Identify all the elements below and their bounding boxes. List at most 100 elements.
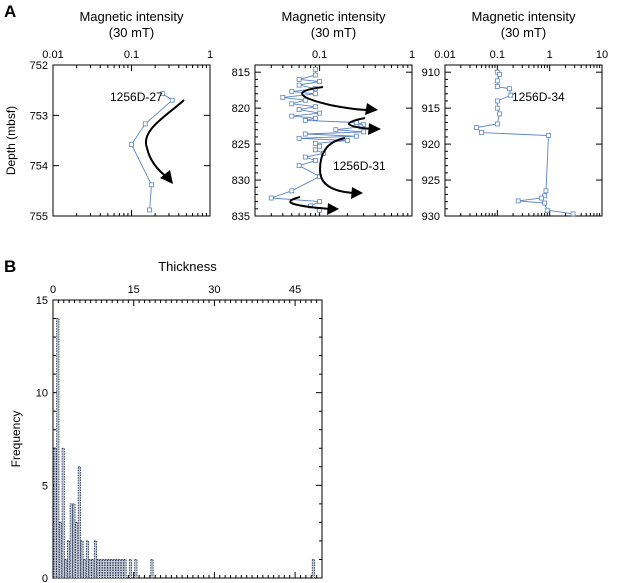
y-tick-label: 910 [422, 67, 440, 79]
x-tick-label: 30 [208, 284, 220, 296]
histogram-bar [88, 559, 92, 579]
histogram-bar [150, 559, 154, 579]
hole-label: 1256D-34 [512, 90, 565, 104]
x-tick-label: 45 [289, 284, 301, 296]
y-tick-label: 920 [422, 139, 440, 151]
histogram-bar [311, 559, 315, 579]
data-point [312, 140, 318, 146]
data-point [312, 72, 318, 78]
data-point [312, 158, 318, 164]
chart-title-line-1: Magnetic intensity [471, 9, 576, 24]
data-point [570, 211, 576, 217]
data-point [289, 113, 295, 119]
x-tick-label: 1 [207, 49, 213, 61]
x-tick-label: 1 [409, 49, 415, 61]
data-point [317, 199, 322, 205]
data-point [268, 195, 274, 201]
data-point [542, 200, 547, 206]
y-tick-label: 752 [30, 60, 48, 72]
x-tick-label: 0.1 [312, 49, 327, 61]
histogram-bar [83, 559, 87, 579]
histogram-bar [120, 559, 124, 579]
histogram-bar [93, 540, 98, 579]
data-point [494, 84, 500, 89]
data-point [149, 182, 154, 188]
data-point [302, 154, 308, 160]
x-axis-label: Thickness [158, 259, 217, 274]
y-tick-label: 835 [232, 211, 250, 223]
y-axis-label: Frequency [9, 411, 23, 468]
series-line [130, 93, 173, 211]
plot-frame [52, 64, 211, 217]
y-tick-label: 925 [422, 175, 440, 187]
arrowhead-1256d-27 [160, 170, 173, 184]
y-tick-label: 754 [30, 161, 48, 173]
histogram-bar [107, 559, 111, 579]
arrowhead-1256d-31-d [327, 203, 339, 215]
chart-title-line-1: Magnetic intensity [281, 9, 386, 24]
histogram-bar [104, 559, 108, 579]
plot-frame [444, 64, 603, 217]
data-point [497, 71, 502, 77]
data-point [296, 76, 302, 82]
data-point [317, 79, 322, 84]
data-point [289, 188, 295, 194]
data-point [494, 105, 500, 111]
data-point [289, 89, 295, 95]
histogram-bar [69, 503, 73, 579]
data-point [345, 138, 350, 143]
histogram-bar [99, 559, 103, 579]
data-point [361, 129, 367, 135]
x-tick-label: 0.01 [434, 49, 455, 61]
chart-title-line-2: (30 mT) [311, 25, 357, 40]
histogram-bar [112, 559, 116, 579]
y-tick-label: 915 [422, 103, 440, 115]
x-tick-label: 10 [596, 49, 608, 61]
histogram-bar [110, 559, 114, 579]
histogram-bar [80, 540, 84, 579]
histogram-bar [96, 559, 100, 579]
histogram-bar [128, 559, 133, 579]
data-point [317, 110, 322, 116]
data-point [296, 82, 302, 88]
arrow-1256d-31-d [289, 196, 331, 210]
histogram-bar [56, 318, 60, 579]
data-point [289, 101, 295, 107]
data-point [479, 130, 484, 135]
data-point [539, 195, 544, 201]
plot-frame [254, 64, 413, 217]
data-point [296, 163, 302, 169]
arrow-heads [160, 103, 381, 215]
histogram-bar [72, 503, 76, 579]
histogram-bar [67, 540, 71, 579]
data-point [302, 131, 308, 137]
y-tick-label: 815 [232, 67, 250, 79]
data-point [494, 98, 500, 104]
arrow-1256d-31-c [318, 137, 356, 194]
x-tick-label: 0.01 [42, 49, 63, 61]
y-tick-label: 5 [42, 480, 48, 492]
arrowhead-1256d-31-c [351, 187, 363, 199]
data-point [280, 94, 286, 100]
data-point [160, 91, 166, 97]
y-axis-label: Depth (mbsf) [4, 106, 18, 175]
histogram-bar [91, 559, 95, 579]
chart-1256d-27: Magnetic intensity(30 mT) 0.01 0.1 1 752 753 7… [4, 9, 213, 223]
data-point [474, 125, 479, 130]
chart-title-line-2: (30 mT) [109, 25, 155, 40]
histogram-bar [123, 559, 127, 579]
chart-title-line-1: Magnetic intensity [79, 9, 184, 24]
histogram-bar [64, 559, 68, 579]
x-tick-label: 15 [128, 284, 140, 296]
y-tick-label: 10 [36, 388, 48, 400]
y-tick-label: 820 [232, 103, 250, 115]
histogram-bar [102, 559, 106, 579]
data-point [494, 78, 500, 84]
data-point [353, 133, 359, 139]
arrowhead-1256d-31-a [365, 103, 378, 115]
data-point [543, 188, 549, 194]
hole-label: 1256D-31 [333, 159, 386, 173]
y-tick-label: 0 [42, 573, 48, 583]
